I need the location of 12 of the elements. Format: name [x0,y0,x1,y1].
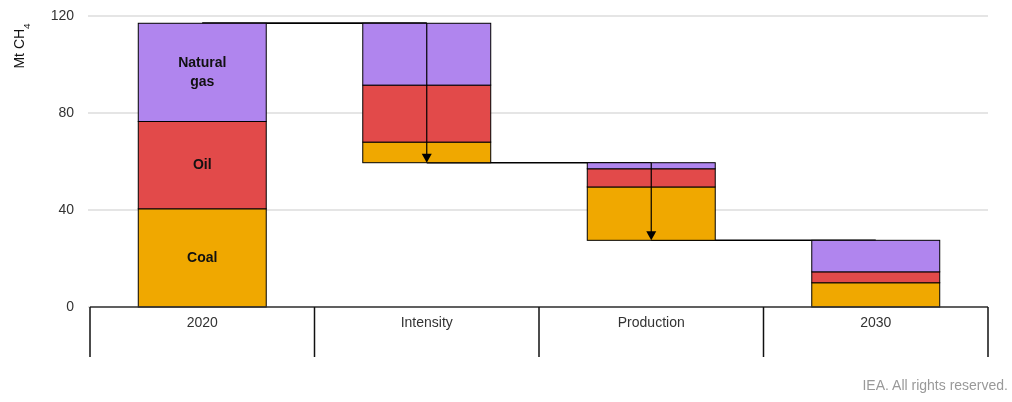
y-tick-label: 120 [50,6,75,23]
y-tick-label: 0 [66,297,75,314]
x-tick-label: 2030 [860,313,892,330]
series-label: Oil [192,155,212,172]
x-tick-label: Intensity [400,313,453,330]
text: IEA. All rights reserved. [862,377,1008,393]
series-label: Natural gas [178,54,227,90]
y-tick-label: 40 [58,200,75,217]
y-tick-label: 80 [58,103,75,120]
x-tick-label: 2020 [186,313,219,330]
x-tick-label: Production [617,313,685,330]
series-label: Coal [187,248,218,265]
